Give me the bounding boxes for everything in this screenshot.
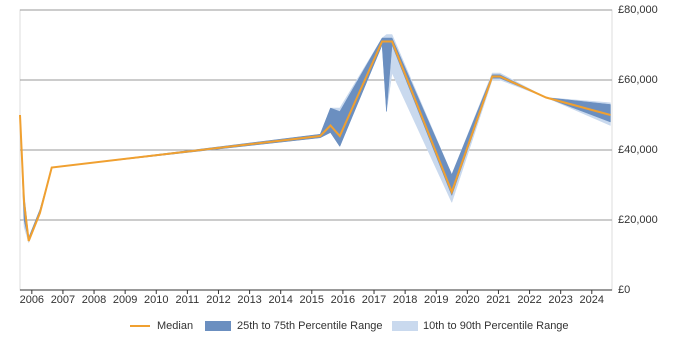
x-tick-label: 2008 xyxy=(82,294,106,306)
x-tick-label: 2013 xyxy=(237,294,261,306)
median-line xyxy=(19,40,611,242)
y-tick-label: £60,000 xyxy=(618,74,658,86)
percentile-band xyxy=(19,37,611,242)
x-tick-label: 2024 xyxy=(580,294,604,306)
x-tick-label: 2021 xyxy=(486,294,510,306)
x-tick-label: 2007 xyxy=(51,294,75,306)
y-tick-label: £20,000 xyxy=(618,214,658,226)
x-tick-label: 2023 xyxy=(548,294,572,306)
x-tick-label: 2019 xyxy=(424,294,448,306)
x-tick-label: 2020 xyxy=(455,294,479,306)
percentile-band xyxy=(19,34,611,244)
x-tick-label: 2006 xyxy=(20,294,44,306)
x-tick-label: 2009 xyxy=(113,294,137,306)
legend-label: 25th to 75th Percentile Range xyxy=(237,320,383,332)
y-tick-label: £80,000 xyxy=(618,4,658,16)
legend-swatch xyxy=(205,321,231,331)
y-tick-label: £0 xyxy=(618,284,630,296)
legend-swatch xyxy=(392,321,418,331)
x-tick-label: 2018 xyxy=(393,294,417,306)
y-tick-label: £40,000 xyxy=(618,144,658,156)
x-tick-label: 2014 xyxy=(268,294,292,306)
x-tick-label: 2010 xyxy=(144,294,168,306)
x-tick-label: 2022 xyxy=(517,294,541,306)
x-tick-label: 2017 xyxy=(362,294,386,306)
legend-label: Median xyxy=(157,320,193,332)
x-tick-label: 2012 xyxy=(206,294,230,306)
legend-label: 10th to 90th Percentile Range xyxy=(423,320,569,332)
x-tick-label: 2015 xyxy=(300,294,324,306)
x-tick-label: 2016 xyxy=(331,294,355,306)
x-tick-label: 2011 xyxy=(176,294,200,306)
